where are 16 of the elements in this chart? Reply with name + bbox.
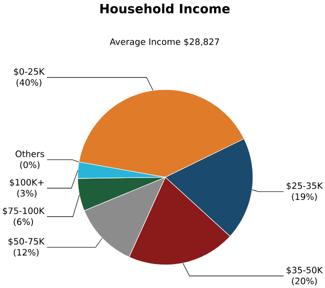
category-label: Others bbox=[16, 150, 44, 158]
data-label: (6%) bbox=[14, 218, 33, 226]
chart-subtitle: Average Income $28,827 bbox=[110, 38, 220, 47]
slice-label: $75-100K bbox=[2, 208, 45, 216]
chart-title: Household Income bbox=[100, 4, 230, 14]
slice-label: $100K+ bbox=[10, 179, 44, 187]
data-label: (12%) bbox=[14, 249, 39, 257]
data-label: (40%) bbox=[16, 79, 42, 88]
slice-label: $35-50K bbox=[286, 266, 323, 275]
data-label: (20%) bbox=[292, 278, 317, 286]
text: (0%) bbox=[20, 162, 40, 170]
slice-label: $25-35K bbox=[286, 182, 323, 190]
slice-label: $0-25K bbox=[14, 68, 45, 76]
slice-label: $50-75K bbox=[8, 238, 45, 246]
data-label: (19%) bbox=[292, 193, 317, 202]
data-label: (3%) bbox=[17, 190, 36, 198]
